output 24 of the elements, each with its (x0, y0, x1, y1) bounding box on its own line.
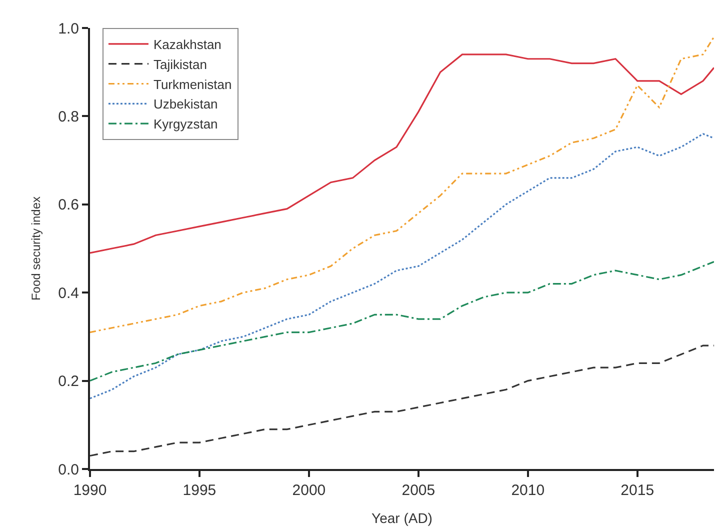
line-series (90, 133, 714, 400)
x-tick-label: 1995 (182, 482, 216, 499)
y-tick-label: 0.0 (58, 461, 79, 478)
legend-label: Kyrgyzstan (153, 116, 218, 132)
line-series (90, 54, 714, 254)
y-tick-label: 0.2 (58, 373, 79, 390)
legend-label: Tajikistan (153, 56, 207, 72)
line-series (90, 260, 714, 382)
legend-label: Turkmenistan (153, 76, 232, 92)
y-tick-label: 0.6 (58, 196, 79, 214)
y-tick-label: 0.4 (58, 284, 79, 302)
x-tick-label: 2005 (402, 482, 436, 499)
x-tick-label: 2015 (620, 482, 654, 499)
x-tick-label: 1990 (73, 482, 107, 499)
y-tick-label: 1.0 (58, 20, 79, 38)
line-series (90, 36, 714, 334)
line-series (90, 344, 714, 457)
legend-label: Kazakhstan (153, 37, 222, 52)
legend-label: Uzbekistan (153, 96, 218, 112)
y-tick-label: 0.8 (58, 108, 79, 126)
x-axis-title: Year (AD) (372, 510, 432, 526)
x-tick-label: 2000 (292, 482, 326, 499)
y-axis-title: Food security index (28, 196, 43, 301)
x-tick-label: 2010 (511, 482, 545, 499)
